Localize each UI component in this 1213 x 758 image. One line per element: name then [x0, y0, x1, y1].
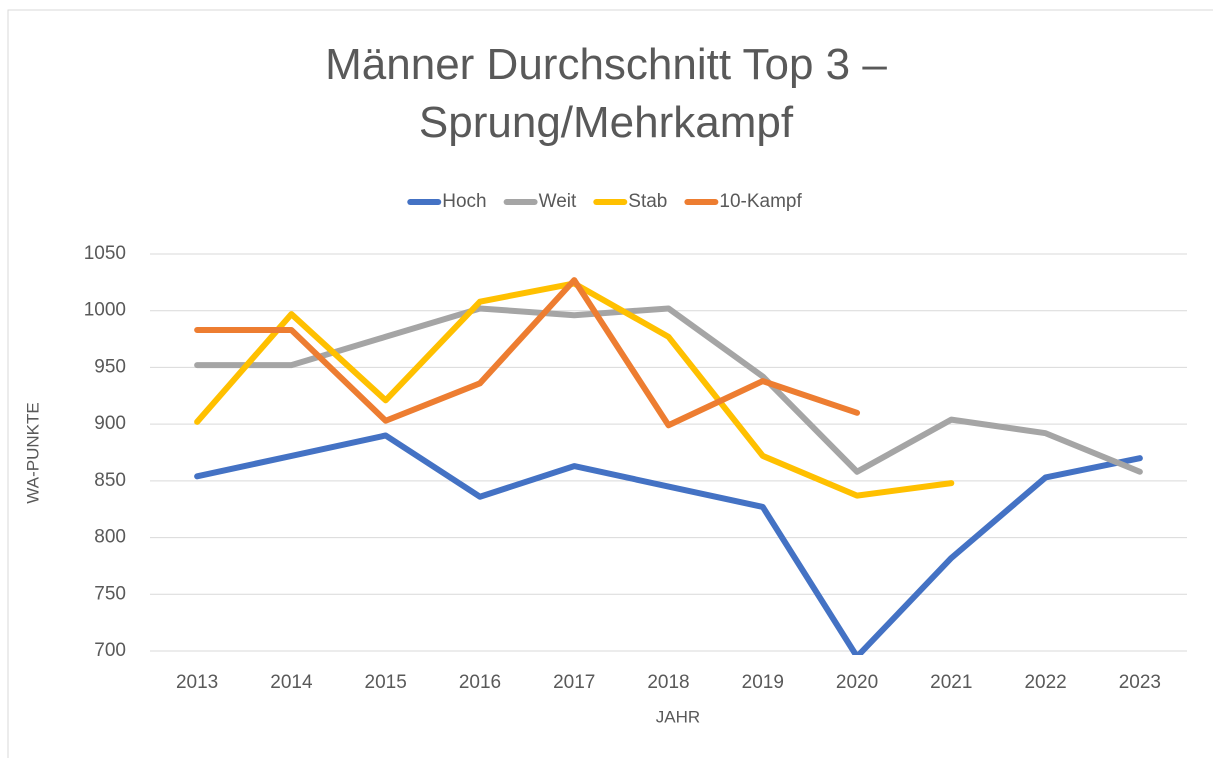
- chart-border: [7, 9, 1213, 758]
- y-tick-label: 900: [94, 413, 126, 434]
- x-tick-label: 2018: [647, 672, 689, 693]
- y-axis-label: WA-PUNKTE: [23, 402, 42, 503]
- x-tick-label: 2017: [553, 672, 595, 693]
- x-tick-label: 2019: [742, 672, 784, 693]
- series-line: [194, 305, 1143, 475]
- y-tick-label: 750: [94, 583, 126, 604]
- x-tick-label: 2015: [365, 672, 407, 693]
- y-tick-label: 1000: [84, 300, 126, 321]
- y-tick-label: 850: [94, 470, 126, 491]
- x-tick-label: 2022: [1024, 672, 1066, 693]
- y-tick-label: 700: [94, 640, 126, 661]
- x-tick-label: 2020: [836, 672, 878, 693]
- chart-title: Männer Durchschnitt Top 3 – Sprung/Mehrk…: [325, 40, 887, 147]
- legend-label: Stab: [628, 191, 667, 212]
- x-tick-label: 2016: [459, 672, 501, 693]
- x-axis-label: JAHR: [656, 707, 700, 726]
- y-tick-label: 1050: [84, 243, 126, 264]
- legend-label: Weit: [539, 191, 577, 212]
- plot-area: [194, 277, 1143, 655]
- y-tick-label: 950: [94, 356, 126, 377]
- y-tick-label: 800: [94, 527, 126, 548]
- legend-label: 10-Kampf: [719, 191, 802, 212]
- x-tick-label: 2023: [1119, 672, 1161, 693]
- x-tick-label: 2013: [176, 672, 218, 693]
- x-tick-label: 2014: [270, 672, 313, 693]
- series-line: [194, 432, 1143, 655]
- legend-label: Hoch: [442, 191, 486, 212]
- x-tick-label: 2021: [930, 672, 972, 693]
- series-line: [194, 277, 861, 429]
